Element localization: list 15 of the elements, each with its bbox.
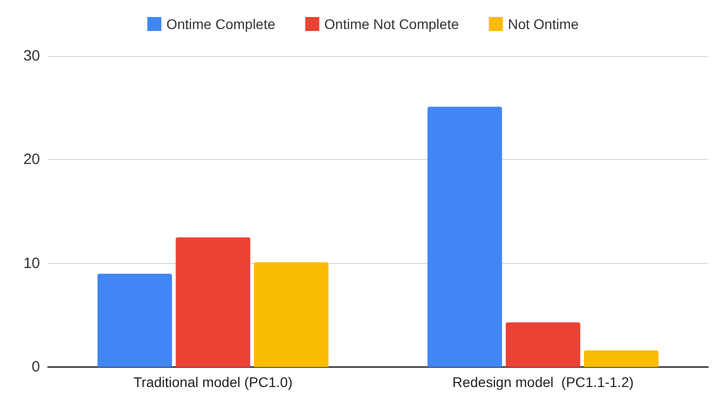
bar bbox=[506, 322, 580, 367]
bar bbox=[584, 350, 658, 367]
legend-label: Ontime Not Complete bbox=[324, 16, 460, 32]
bar bbox=[176, 237, 250, 367]
bar bbox=[428, 106, 502, 367]
bar bbox=[254, 262, 328, 367]
x-tick-label: Traditional model (PC1.0) bbox=[134, 374, 292, 390]
y-tick-label: 30 bbox=[23, 48, 40, 64]
y-tick-label: 20 bbox=[23, 151, 40, 168]
y-tick-label: 10 bbox=[23, 254, 40, 272]
legend-label: Ontime Complete bbox=[166, 16, 276, 32]
y-tick-label: 0 bbox=[32, 358, 40, 376]
x-tick-label: Redesign model (PC1.1-1.2) bbox=[452, 374, 634, 390]
bar bbox=[98, 274, 172, 367]
legend-label: Not Ontime bbox=[508, 16, 579, 32]
